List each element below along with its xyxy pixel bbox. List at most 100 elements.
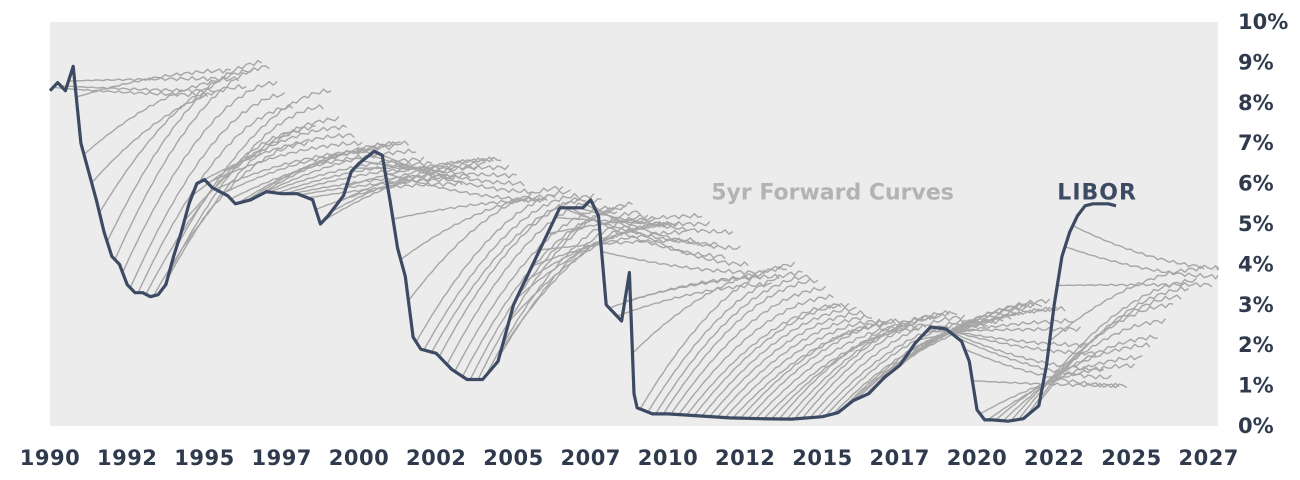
forward-curve [369, 154, 525, 187]
forward-curve [199, 133, 355, 183]
forward-curve [740, 318, 896, 419]
forward-curve [647, 270, 803, 413]
forward-curve [709, 310, 865, 418]
x-tick-label: 2010 [638, 446, 698, 470]
forward-curve [662, 278, 819, 415]
y-tick-label: 1% [1238, 374, 1274, 398]
forward-curve [160, 125, 316, 292]
libor-layer [48, 64, 1117, 423]
forward-curves-annotation: 5yr Forward Curves [711, 181, 954, 206]
x-tick-label: 2012 [715, 446, 775, 470]
x-tick-label: 2020 [947, 446, 1007, 470]
forward-curve [377, 152, 533, 195]
x-tick-label: 2002 [406, 446, 466, 470]
y-tick-label: 10% [1238, 10, 1288, 34]
forward-curve [400, 194, 556, 261]
forward-curve [76, 68, 231, 98]
forward-curve [585, 203, 742, 251]
forward-curve [570, 207, 726, 260]
forward-curve [1057, 281, 1213, 288]
forward-curve [330, 160, 486, 213]
y-tick-label: 6% [1238, 172, 1274, 196]
forward-curve [238, 144, 394, 204]
forward-curve [83, 76, 240, 156]
forward-curve [261, 148, 417, 195]
y-tick-label: 4% [1238, 252, 1274, 276]
forward-curve [555, 216, 711, 227]
forward-curve [918, 318, 1073, 341]
forward-curve [1072, 224, 1219, 271]
x-tick-label: 1992 [97, 446, 157, 470]
forward-curve [948, 330, 1105, 373]
forward-curve [825, 318, 981, 417]
forward-curve [407, 185, 564, 302]
x-tick-label: 2007 [560, 446, 620, 470]
forward-curve [168, 104, 325, 274]
forward-curve [578, 207, 734, 235]
forward-curve [106, 59, 263, 243]
x-tick-label: 1997 [251, 446, 311, 470]
forward-curve [778, 314, 935, 420]
forward-curve [809, 314, 966, 419]
forward-curve [1002, 334, 1158, 422]
forward-curve [910, 306, 1066, 351]
forward-curve [1064, 245, 1219, 280]
forward-curve [454, 205, 610, 372]
forward-curve [300, 176, 456, 196]
forward-curve [933, 326, 1089, 349]
forward-curve [1033, 286, 1189, 411]
forward-curve [639, 261, 796, 410]
forward-curve [678, 294, 834, 416]
forward-curve [848, 318, 1004, 405]
x-tick-label: 2005 [483, 446, 543, 470]
forward-curve [53, 86, 209, 98]
forward-curve [354, 164, 510, 171]
libor-line [48, 64, 1117, 423]
forward-curve [60, 85, 216, 94]
forward-curve [701, 306, 857, 417]
forward-curve [1049, 265, 1205, 342]
forward-curve [979, 363, 1136, 415]
forward-curve [601, 250, 757, 276]
forward-curve [98, 67, 255, 214]
forward-curve [724, 318, 881, 419]
x-tick-label: 1990 [20, 446, 80, 470]
forward-curve [531, 229, 687, 267]
forward-curve [346, 156, 502, 187]
forward-curve [593, 205, 749, 267]
forward-curve [685, 303, 842, 416]
forward-curves-layer [53, 59, 1219, 422]
forward-curve [987, 355, 1143, 421]
forward-curve [68, 75, 224, 82]
forward-curve [801, 310, 958, 419]
forward-curve [956, 336, 1112, 380]
x-axis-tick-labels: 1990 1992 1995 1997 2000 2002 2005 2007 2010 2012… [20, 446, 1239, 470]
forward-curve [477, 201, 633, 380]
forward-curve [183, 116, 340, 222]
x-tick-label: 2027 [1178, 446, 1238, 470]
x-tick-label: 2022 [1024, 446, 1084, 470]
forward-curve [438, 193, 595, 357]
forward-curve [941, 327, 1097, 357]
forward-curve [763, 326, 919, 420]
forward-curve [632, 265, 788, 354]
forward-curve [207, 140, 363, 184]
forward-curve [693, 302, 850, 417]
forward-curve [794, 310, 950, 420]
forward-curve [747, 318, 904, 419]
forward-curve [129, 92, 286, 289]
y-tick-label: 3% [1238, 293, 1274, 317]
annotations-layer: 5yr Forward Curves LIBOR [711, 181, 1136, 206]
x-tick-label: 2000 [329, 446, 389, 470]
forward-curve [716, 314, 872, 418]
y-tick-label: 5% [1238, 212, 1274, 236]
y-axis-tick-labels: 0% 1% 2% 3% 4% 5% 6% 7% 8% 9% 10% [1238, 10, 1288, 438]
forward-curve [972, 380, 1128, 389]
forward-curve [670, 285, 827, 415]
forward-curve [121, 80, 278, 273]
y-tick-label: 0% [1238, 414, 1274, 438]
y-tick-label: 8% [1238, 91, 1274, 115]
x-tick-label: 2025 [1101, 446, 1161, 470]
